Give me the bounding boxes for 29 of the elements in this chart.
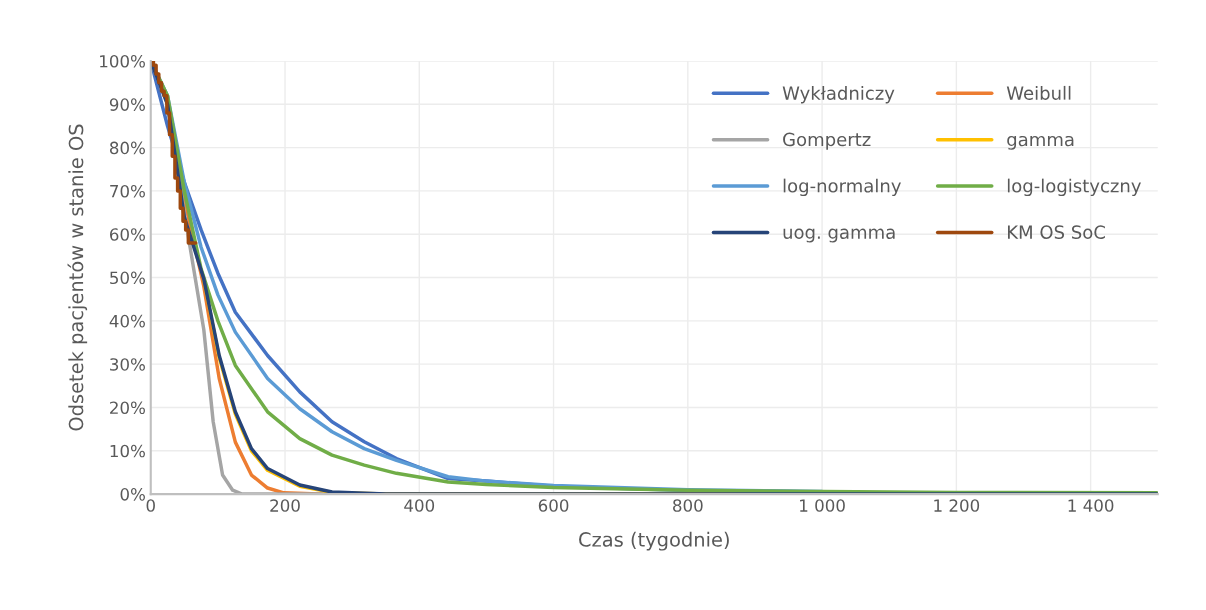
x-tick-label: 0 bbox=[146, 499, 155, 512]
x-tick-label: 800 bbox=[673, 499, 703, 512]
y-tick-label: 90% bbox=[109, 98, 145, 111]
legend-label: log-normalny bbox=[783, 178, 901, 197]
x-tick-label: 200 bbox=[270, 499, 300, 512]
legend-label: gamma bbox=[1007, 135, 1074, 150]
legend-label: uog. gamma bbox=[783, 228, 895, 243]
y-tick-label: 30% bbox=[110, 358, 145, 371]
x-tick-label: 600 bbox=[538, 499, 569, 512]
legend-label: Wykładniczy bbox=[782, 85, 895, 104]
y-axis-title: Odsetek pacjentów w stanie OS bbox=[67, 124, 88, 431]
y-tick-label: 80% bbox=[109, 141, 145, 155]
x-tick-label: 1 200 bbox=[934, 499, 980, 512]
y-tick-label: 70% bbox=[110, 184, 145, 198]
x-tick-label: 1 400 bbox=[1068, 499, 1114, 512]
y-tick-label: 10% bbox=[110, 444, 145, 458]
legend-label: Weibull bbox=[1006, 85, 1071, 100]
legend-label: Gompertz bbox=[783, 132, 871, 150]
x-axis-title: Czas (tygodnie) bbox=[579, 531, 729, 551]
y-tick-label: 40% bbox=[109, 314, 145, 328]
legend-label: log-logistyczny bbox=[1007, 178, 1141, 197]
y-tick-label: 100% bbox=[100, 54, 145, 68]
x-tick-label: 1 000 bbox=[800, 499, 845, 512]
y-tick-label: 20% bbox=[110, 401, 145, 415]
legend-label: KM OS SoC bbox=[1007, 225, 1105, 239]
x-tick-label: 400 bbox=[404, 499, 435, 512]
y-tick-label: 0% bbox=[120, 488, 145, 501]
y-tick-label: 50% bbox=[110, 271, 145, 285]
y-tick-label: 60% bbox=[110, 228, 145, 241]
